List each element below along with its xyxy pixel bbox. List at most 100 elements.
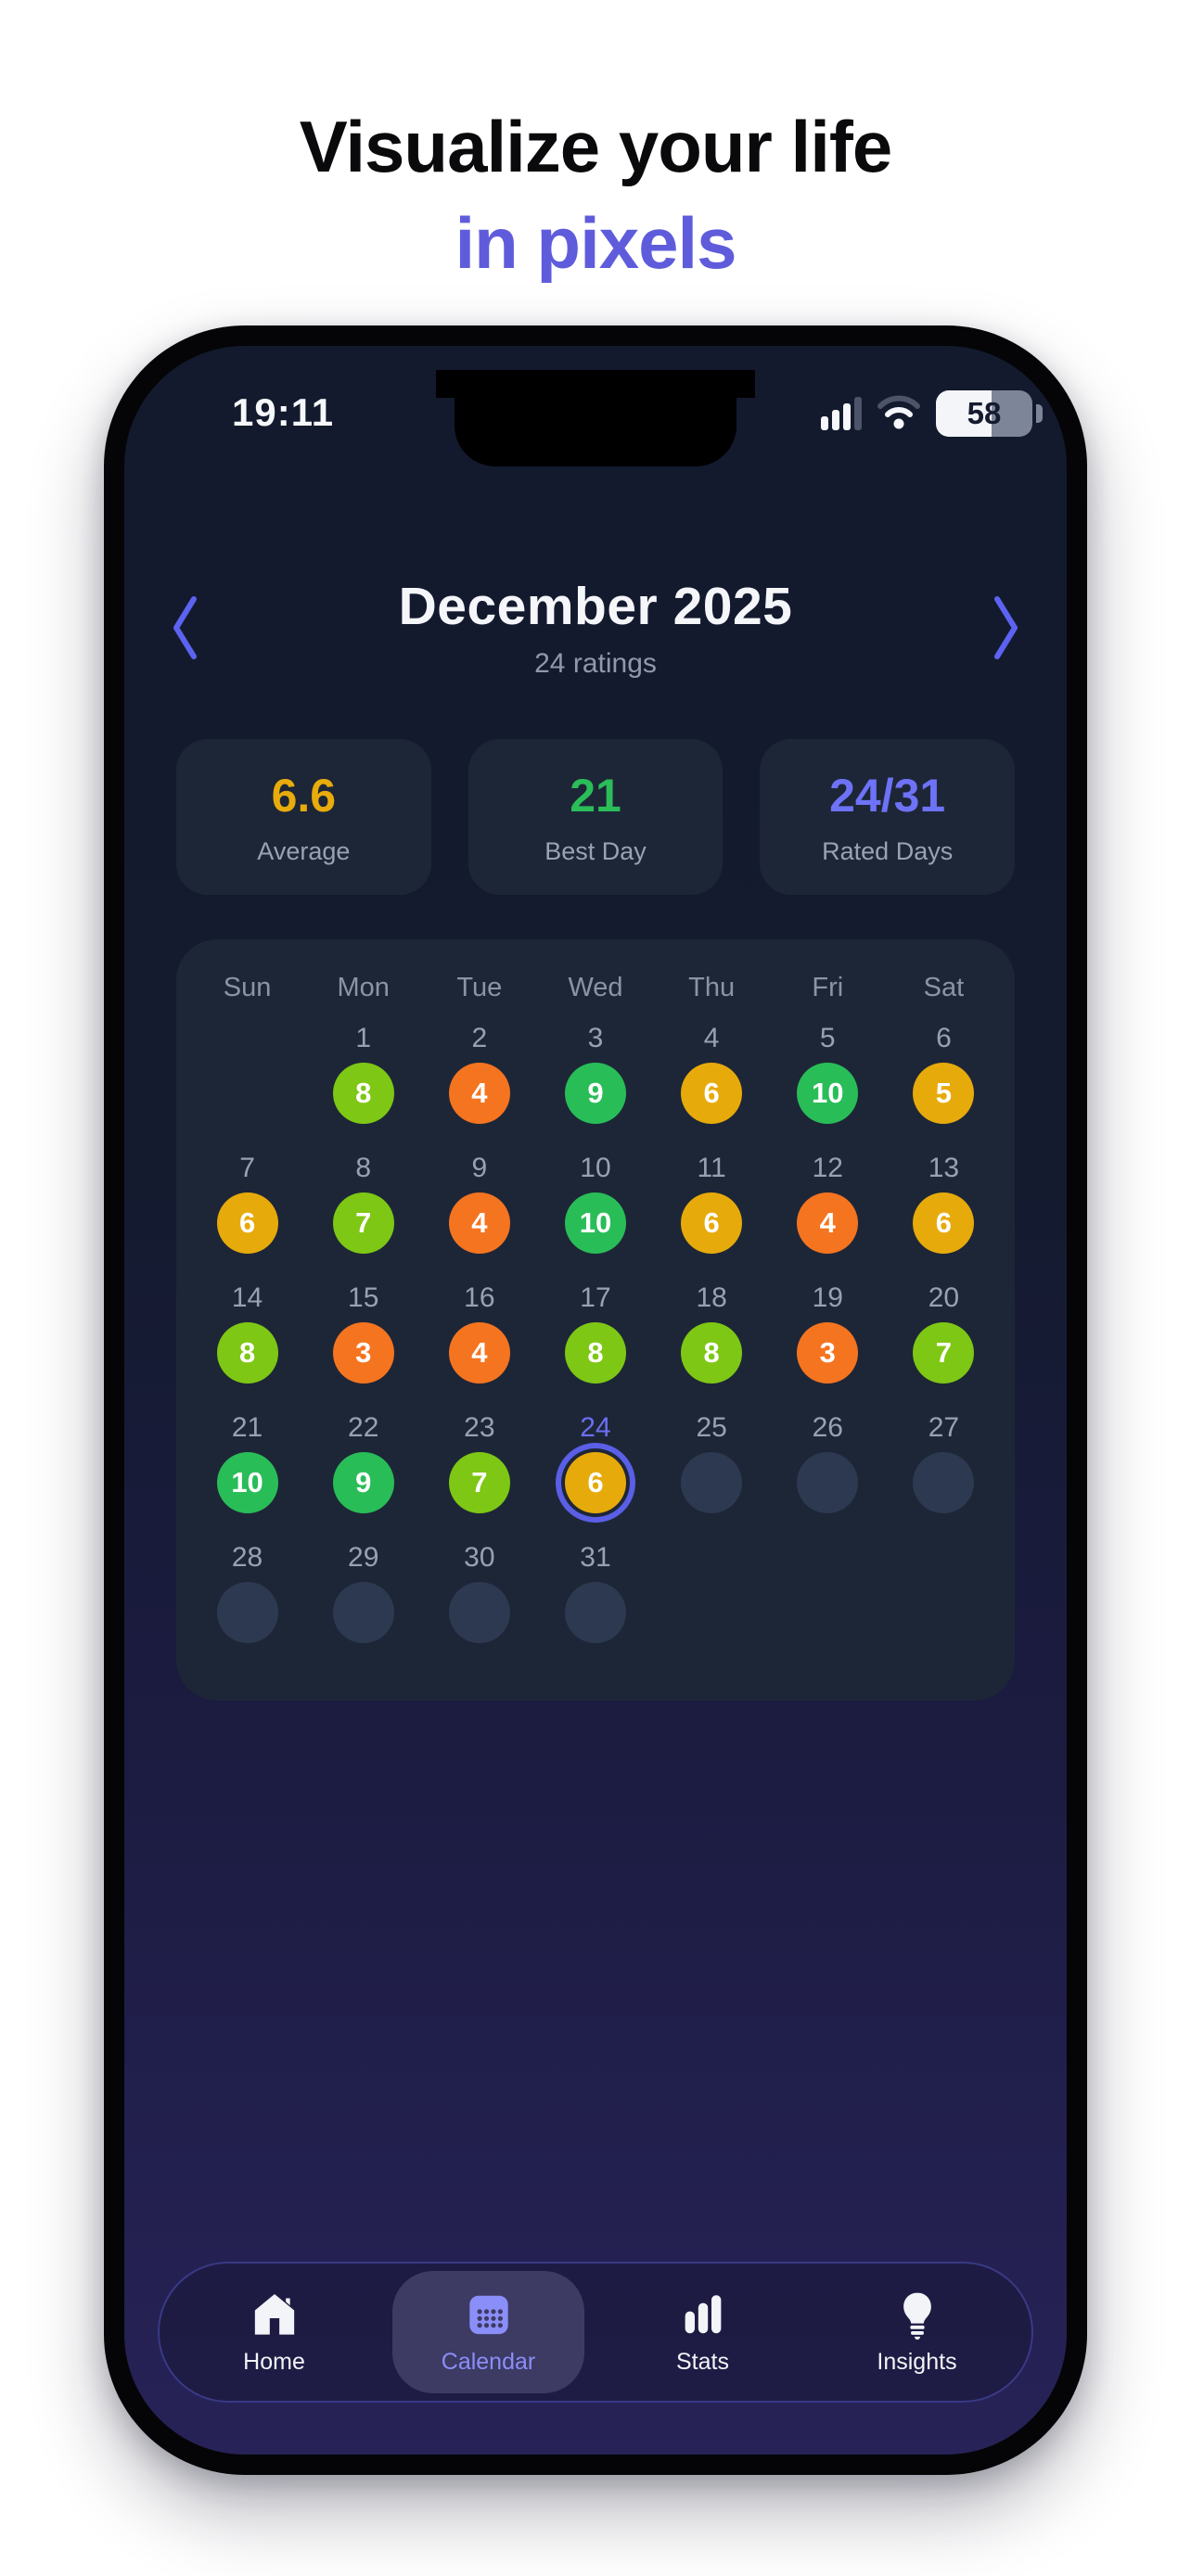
stat-card: 6.6 Average — [176, 739, 431, 896]
previous-month-button[interactable] — [152, 581, 217, 674]
calendar-day[interactable]: 23 7 — [421, 1411, 537, 1532]
day-number: 31 — [580, 1542, 611, 1574]
day-unrated-circle — [681, 1452, 743, 1514]
day-number: 20 — [928, 1282, 960, 1314]
tab-bar: Home Calendar Stats Insights — [158, 2262, 1033, 2404]
tab-label: Home — [243, 2348, 305, 2375]
day-number: 30 — [464, 1542, 495, 1574]
calendar-day[interactable]: 30 — [421, 1541, 537, 1662]
stats-row: 6.6 Average 21 Best Day 24/31 Rated Days — [176, 739, 1016, 896]
stat-label: Average — [257, 836, 351, 865]
weekday-row: Sun Mon Tue Wed Thu Fri Sat — [189, 973, 1002, 1003]
calendar-day[interactable]: 13 6 — [886, 1152, 1002, 1272]
calendar-day[interactable]: 17 8 — [537, 1282, 653, 1402]
day-rating-circle: 8 — [332, 1063, 394, 1125]
weekday-label: Sun — [223, 973, 272, 1003]
day-number: 17 — [580, 1282, 611, 1314]
day-rating-circle: 6 — [681, 1063, 743, 1125]
battery-icon: 58 — [936, 390, 1032, 438]
day-rating-circle: 3 — [332, 1322, 394, 1384]
cellular-signal-icon — [821, 397, 862, 431]
day-rating-circle: 5 — [913, 1063, 975, 1125]
marketing-headline: Visualize your life in pixels — [0, 0, 1191, 287]
status-icons: 58 — [821, 390, 1043, 438]
insights-icon — [892, 2289, 942, 2340]
calendar-day[interactable]: 29 — [305, 1541, 421, 1662]
calendar-day[interactable]: 31 — [537, 1541, 653, 1662]
day-number: 22 — [348, 1412, 379, 1444]
calendar-day[interactable]: 27 — [886, 1411, 1002, 1532]
weekday-label: Thu — [688, 973, 736, 1003]
calendar-day-today[interactable]: 24 6 — [537, 1411, 653, 1532]
calendar-day[interactable]: 11 6 — [654, 1152, 770, 1272]
day-rating-circle: 6 — [681, 1192, 743, 1255]
day-rating-circle: 10 — [564, 1192, 626, 1255]
day-rating-circle: 4 — [448, 1322, 510, 1384]
calendar-day[interactable]: 28 — [189, 1541, 305, 1662]
day-number: 29 — [348, 1542, 379, 1574]
tab-calendar[interactable]: Calendar — [381, 2264, 596, 2401]
calendar-day[interactable]: 5 10 — [770, 1022, 886, 1142]
day-rating-circle: 7 — [448, 1452, 510, 1514]
tab-home[interactable]: Home — [167, 2264, 381, 2401]
calendar-day[interactable]: 25 — [654, 1411, 770, 1532]
day-unrated-circle — [216, 1582, 278, 1644]
day-number: 9 — [471, 1153, 488, 1184]
calendar-day[interactable]: 12 4 — [770, 1152, 886, 1272]
day-rating-circle: 9 — [564, 1063, 626, 1125]
calendar-day[interactable]: 20 7 — [886, 1282, 1002, 1402]
day-number: 14 — [231, 1282, 263, 1314]
stat-value: 21 — [570, 769, 621, 822]
day-number: 21 — [231, 1412, 263, 1444]
day-unrated-circle — [564, 1582, 626, 1644]
calendar-day[interactable]: 16 4 — [421, 1282, 537, 1402]
calendar-day[interactable]: 15 3 — [305, 1282, 421, 1402]
weekday-label: Fri — [812, 973, 844, 1003]
day-number: 4 — [703, 1023, 720, 1054]
calendar-day[interactable]: 21 10 — [189, 1411, 305, 1532]
phone-screen: 19:11 58 — [124, 346, 1067, 2455]
day-number: 23 — [464, 1412, 495, 1444]
battery-percent: 58 — [967, 396, 1002, 431]
stat-card: 21 Best Day — [467, 739, 724, 896]
day-rating-circle: 6 — [216, 1192, 278, 1255]
weekday-label: Mon — [337, 973, 390, 1003]
stat-value: 24/31 — [829, 769, 946, 822]
tab-label: Insights — [877, 2348, 957, 2375]
calendar-day[interactable]: 10 10 — [537, 1152, 653, 1272]
stat-label: Best Day — [544, 836, 647, 865]
calendar-day[interactable]: 26 — [770, 1411, 886, 1532]
day-number: 2 — [471, 1023, 488, 1054]
weekday-label: Sat — [923, 973, 965, 1003]
day-number: 7 — [239, 1153, 255, 1184]
stat-label: Rated Days — [822, 836, 954, 865]
day-unrated-circle — [797, 1452, 859, 1514]
calendar-day[interactable]: 14 8 — [189, 1282, 305, 1402]
tab-insights[interactable]: Insights — [810, 2264, 1024, 2401]
phone-frame: 19:11 58 — [104, 325, 1087, 2476]
day-number: 3 — [587, 1023, 604, 1054]
calendar-day[interactable]: 19 3 — [770, 1282, 886, 1402]
day-rating-circle: 4 — [448, 1063, 510, 1125]
day-number: 25 — [696, 1412, 727, 1444]
day-number: 1 — [355, 1023, 372, 1054]
calendar-day[interactable]: 18 8 — [654, 1282, 770, 1402]
calendar-icon — [464, 2289, 514, 2340]
day-number: 5 — [819, 1023, 836, 1054]
day-unrated-circle — [332, 1582, 394, 1644]
stat-card: 24/31 Rated Days — [760, 739, 1016, 896]
day-number: 18 — [696, 1282, 727, 1314]
calendar-day[interactable]: 22 9 — [305, 1411, 421, 1532]
day-rating-circle: 7 — [332, 1192, 394, 1255]
tab-stats[interactable]: Stats — [596, 2264, 810, 2401]
next-month-button[interactable] — [974, 581, 1039, 674]
status-time: 19:11 — [232, 390, 335, 435]
